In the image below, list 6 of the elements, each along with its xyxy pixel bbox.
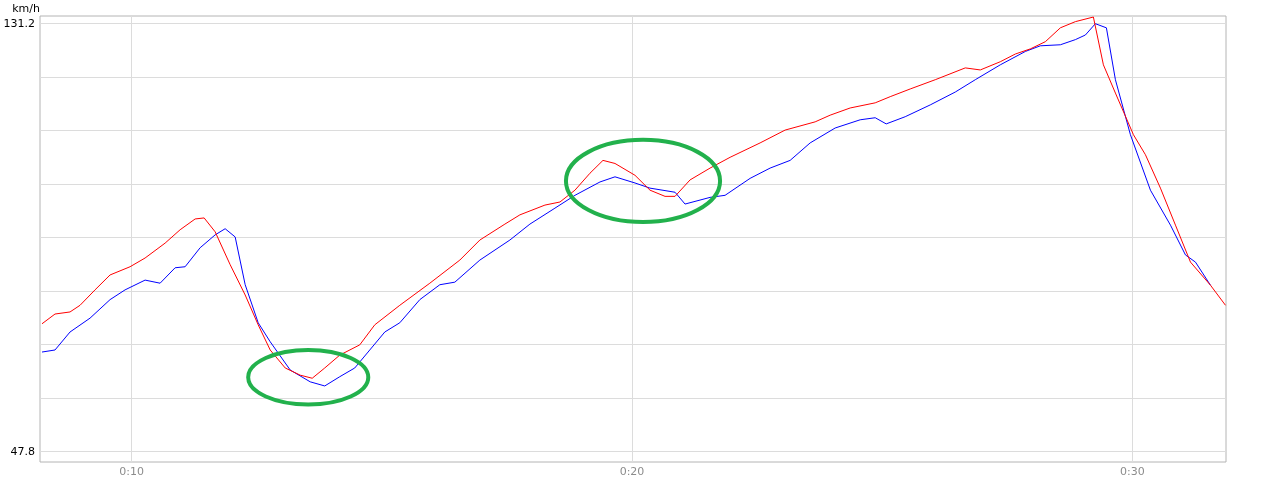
- x-tick-label: 0:10: [119, 465, 144, 478]
- y-tick-label: 47.8: [10, 445, 35, 459]
- x-tick-label: 0:20: [619, 465, 645, 478]
- y-tick-label: 131.2: [3, 16, 35, 30]
- y-axis-title: km/h: [12, 2, 41, 15]
- x-tick-label: 0:30: [1120, 465, 1145, 478]
